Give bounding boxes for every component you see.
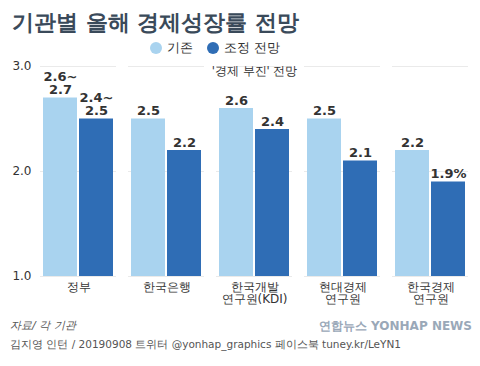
svg-text:2.4: 2.4 [261, 114, 284, 129]
svg-text:2.6: 2.6 [225, 93, 248, 108]
html-text:자료/ 각 기관: 자료/ 각 기관 [10, 319, 76, 332]
html-text:연합뉴스 YONHAP NEWS: 연합뉴스 YONHAP NEWS [318, 319, 472, 333]
svg-text:2.0: 2.0 [12, 164, 31, 178]
html-text:기존: 기존 [167, 40, 193, 55]
svg-text:2.2: 2.2 [401, 135, 424, 150]
svg-text:1.9%: 1.9% [430, 166, 466, 181]
svg-text:2.4~2.5: 2.4~2.5 [80, 90, 114, 118]
html-text:조정 전망: 조정 전망 [224, 40, 281, 55]
svg-text:현대경제연구원: 현대경제연구원 [319, 280, 367, 306]
svg-text:2.2: 2.2 [173, 135, 196, 150]
svg-text:한국은행: 한국은행 [143, 280, 191, 294]
svg-text:1.0: 1.0 [12, 269, 31, 283]
svg-text:2.5: 2.5 [137, 103, 160, 118]
html-text:김지영 인턴 / 20190908 트위터 @yonhap_: 김지영 인턴 / 20190908 트위터 @yonhap_graphics 페… [10, 338, 401, 350]
svg-text:한국개발연구원(KDI): 한국개발연구원(KDI) [221, 280, 287, 306]
svg-text:2.5: 2.5 [313, 103, 336, 118]
svg-text:'경제 부진' 전망: '경제 부진' 전망 [212, 64, 298, 78]
svg-text:2.6~2.7: 2.6~2.7 [44, 69, 78, 97]
svg-text:3.0: 3.0 [12, 59, 31, 73]
html-text:기관별 올해 경제성장률 전망: 기관별 올해 경제성장률 전망 [12, 10, 299, 35]
svg-text:정부: 정부 [67, 280, 91, 294]
svg-text:한국경제연구원: 한국경제연구원 [407, 280, 455, 306]
svg-text:2.1: 2.1 [349, 145, 372, 160]
